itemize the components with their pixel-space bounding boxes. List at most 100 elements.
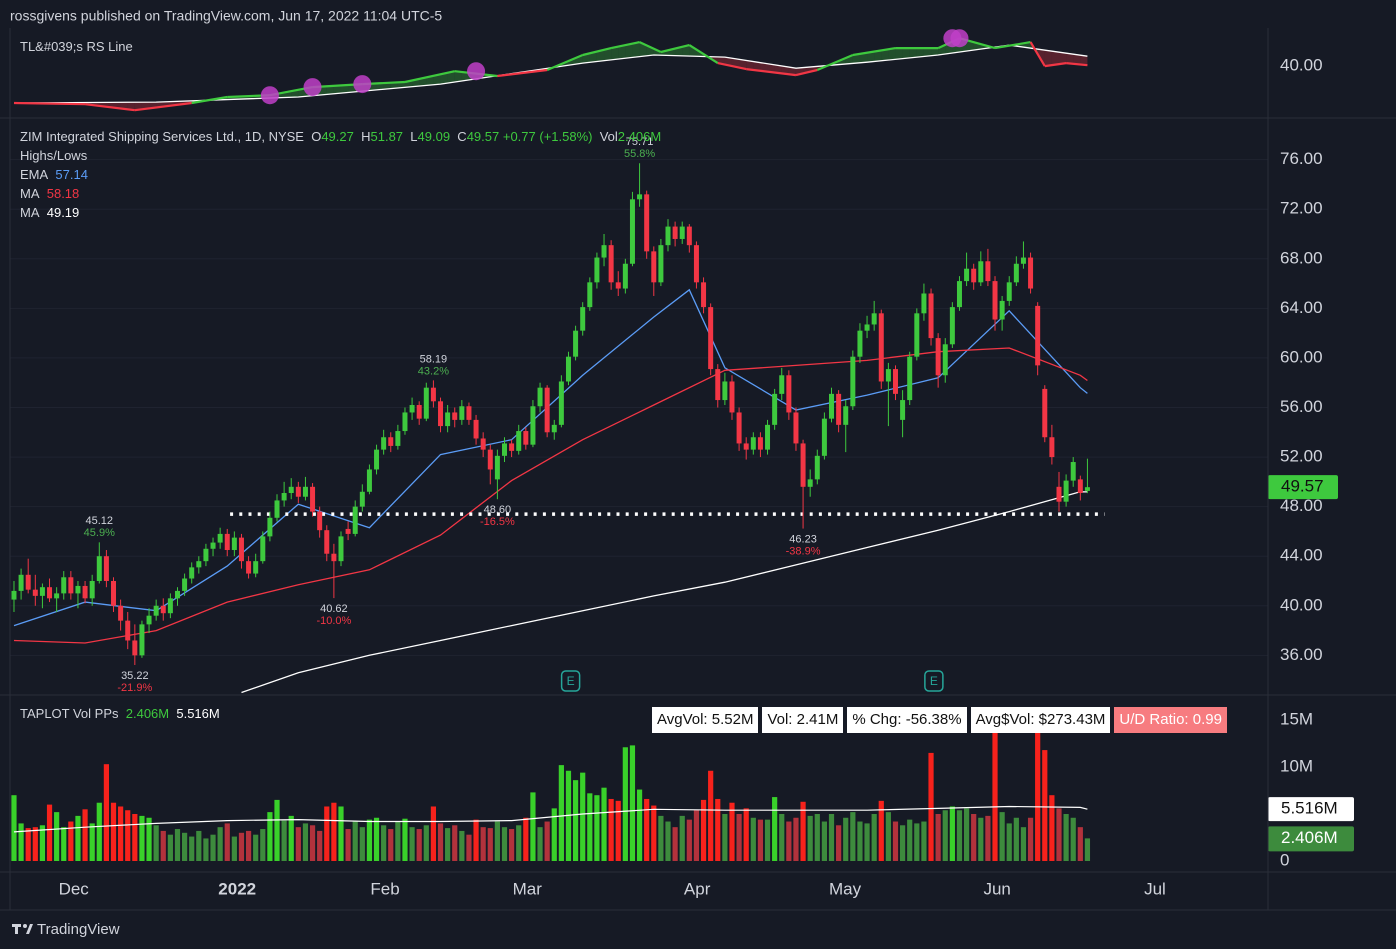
rs-fill [454,71,462,82]
candle-body [324,530,330,554]
candle-body [836,393,842,425]
volume-bar [850,812,856,862]
volume-bar [686,819,692,862]
rs-line [497,68,548,78]
volume-bar [324,806,330,862]
rs-fill [625,43,633,59]
candle-body [167,598,173,614]
candle-body [587,282,593,308]
volume-bar [949,806,955,862]
candle-body [821,418,827,456]
volume-bar [217,827,223,862]
rs-line [404,70,455,84]
candle-body [388,437,394,446]
rs-highlight [260,86,279,105]
extreme-label: 46.23 [789,533,817,545]
volume-bar [288,815,294,862]
logo-shape [15,924,18,934]
x-tick-label: 2022 [218,879,256,898]
volume-bar [153,825,159,862]
line [13,805,1088,833]
rs-fill [1066,53,1074,64]
rs-highlight [950,29,969,48]
candle-body [551,424,557,433]
candle-body [985,261,991,282]
volume-bar [395,821,401,862]
extreme-label: 58.19 [420,353,448,365]
y-tick-label: 40.00 [1280,595,1323,614]
attribution: rossgivens published on TradingView.com,… [10,8,442,24]
candle-body [317,511,323,531]
volume-bar [423,825,429,862]
earnings-label: E [567,674,575,688]
candle-body [715,369,721,401]
volume-bar [651,805,657,862]
volume-bar [125,810,131,862]
volume-bar [238,832,245,862]
volume-tag-label: 2.406M [1281,828,1338,847]
rs-line [688,44,719,65]
candle-body [693,245,699,283]
volume-value: 2.406M [125,706,170,721]
volume-bar [416,829,422,862]
candle-body [949,307,955,345]
candle-body [722,381,728,401]
rs-fill [874,50,882,62]
volume-bar [18,823,24,862]
rs-line [746,68,797,77]
rs-fill [582,53,590,64]
volume-bar [843,817,849,862]
h-value: 51.87 [370,129,404,144]
candle-body [1035,305,1041,366]
y-tick-label: 76.00 [1280,149,1323,168]
candle-body [757,437,763,450]
volume-bar [224,823,230,862]
volume-bar [715,798,721,862]
volume-bar [39,825,46,862]
candle-body [807,479,813,487]
volume-bar [658,815,664,862]
rs-fill [611,46,619,60]
volume-bar [729,802,735,862]
rs-fill [731,58,740,68]
candle-body [1077,479,1083,494]
candle-body [523,431,529,445]
volume-bar [665,821,671,862]
rs-fill [746,60,754,70]
o-value: 49.27 [321,129,354,144]
volume-legend: TAPLOT Vol PPs 2.406M 5.516M [20,706,220,721]
candle-body [750,437,756,450]
volume-bar [743,808,749,862]
l-label: L [410,129,418,144]
rs-line [84,103,135,112]
rs-fill [298,88,306,97]
rs-fill [120,102,128,110]
rs-fill [596,49,605,62]
volume-bar [736,814,742,862]
candle-body [118,605,124,621]
extreme-label: 45.12 [86,515,114,527]
rs-fill [845,55,853,64]
candle-body [900,400,906,420]
candle-body [935,338,941,376]
candle-body [992,281,998,320]
candle-body [61,577,67,594]
volume-bar [523,817,529,862]
candle-body [686,226,692,246]
volume-bar [54,812,60,862]
candle-body [928,293,934,339]
rs-fill [326,85,334,95]
candle-body [75,585,81,594]
series-name: EMA [20,167,49,182]
y-tick-label: 36.00 [1280,645,1323,664]
candle-body [68,577,74,594]
candle-body [601,245,607,258]
candle-body [814,455,820,480]
candle-body [54,593,60,599]
rs-fill [433,74,441,85]
volume-bar [160,830,166,862]
volume-bar [452,825,458,862]
candle-body [438,401,444,427]
volume-bar [708,770,714,862]
candle-body [18,574,24,591]
